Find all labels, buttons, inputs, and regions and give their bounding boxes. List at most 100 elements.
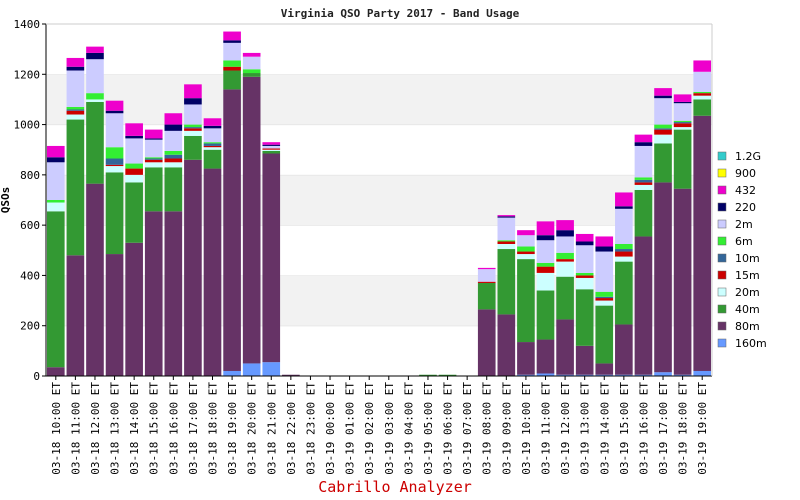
x-tick-label: 03-18 17:00 ET: [187, 382, 200, 475]
bar-segment-160m: 03-19 18:00 ET 160m: 5: [673, 374, 692, 376]
bar-segment-40m: 03-18 15:00 ET 40m: 175: [144, 167, 163, 212]
bar-segment-6m: 03-19 09:00 ET 6m: 5: [497, 240, 516, 242]
x-tick-label: 03-19 12:00 ET: [559, 382, 572, 475]
x-tick-label: 03-19 16:00 ET: [637, 382, 650, 475]
bar-segment-2m: 03-18 18:00 ET 2m: 55: [203, 128, 222, 143]
x-tick-label: 03-18 11:00 ET: [69, 382, 82, 475]
bar-segment-2m: 03-18 21:00 ET 2m: 10: [262, 145, 281, 149]
legend-label: 220: [735, 201, 756, 214]
bar-segment-160m: 03-19 15:00 ET 160m: 5: [615, 374, 633, 376]
bar-segment-40m: 03-18 14:00 ET 40m: 240: [125, 182, 143, 243]
bar-segment-2m: 03-18 20:00 ET 2m: 50: [242, 56, 261, 70]
bar-segment-80m: 03-18 10:00 ET 80m: 35: [46, 367, 65, 376]
bar-segment-20m: 03-19 18:00 ET 20m: 10: [673, 127, 692, 130]
bar-segment-2m: 03-19 13:00 ET 2m: 110: [575, 245, 594, 273]
bar-segment-220: 03-18 10:00 ET 220: 20: [46, 157, 65, 163]
x-tick-label: 03-18 21:00 ET: [265, 382, 278, 475]
bar-segment-432: 03-19 11:00 ET 432: 55: [536, 221, 555, 236]
bar-segment-10m: 03-18 16:00 ET 10m: 15: [164, 154, 183, 159]
bar-segment-432: 03-19 15:00 ET 432: 55: [615, 192, 633, 207]
bar-segment-20m: 03-19 17:00 ET 20m: 35: [654, 134, 672, 144]
bar-segment-2m: 03-19 09:00 ET 2m: 90: [497, 217, 516, 241]
legend-label: 80m: [735, 320, 760, 333]
bar-segment-2m: 03-19 11:00 ET 2m: 90: [536, 240, 555, 263]
bar-segment-220: 03-18 13:00 ET 220: 10: [105, 110, 124, 114]
bar-segment-160m: 03-19 19:00 ET 160m: 20: [693, 370, 712, 376]
bar-segment-160m: 03-18 19:00 ET 160m: 20: [223, 370, 241, 376]
bar-segment-10m: 03-18 17:00 ET 10m: 5: [184, 127, 202, 129]
bar-segment-20m: 03-18 17:00 ET 20m: 20: [184, 130, 202, 136]
bar-segment-40m: 03-19 14:00 ET 40m: 230: [595, 305, 614, 364]
bar-segment-15m: 03-18 15:00 ET 15m: 10: [144, 159, 163, 163]
legend-label: 40m: [735, 303, 760, 316]
y-tick-label: 1200: [14, 68, 41, 81]
x-tick-label: 03-19 02:00 ET: [363, 382, 376, 475]
bar-segment-80m: 03-18 14:00 ET 80m: 530: [125, 242, 143, 376]
bar-segment-6m: 03-19 15:00 ET 6m: 20: [615, 244, 633, 250]
bar-segment-20m: 03-19 12:00 ET 20m: 60: [556, 261, 574, 277]
bar-segment-160m: 03-19 10:00 ET 160m: 5: [517, 374, 535, 376]
bar-segment-2m: 03-19 12:00 ET 2m: 65: [556, 236, 574, 253]
bar-segment-15m: 03-18 18:00 ET 15m: 5: [203, 145, 222, 148]
bar-segment-432: 03-19 18:00 ET 432: 30: [673, 94, 692, 102]
x-tick-label: 03-18 14:00 ET: [128, 382, 141, 475]
bar-segment-80m: 03-19 15:00 ET 80m: 200: [615, 324, 633, 375]
bar-segment-2m: 03-18 19:00 ET 2m: 70: [223, 42, 241, 61]
bar-segment-80m: 03-18 21:00 ET 80m: 830: [262, 153, 281, 363]
bar-segment-10m: 03-19 16:00 ET 10m: 10: [634, 179, 653, 183]
bar-segment-432: 03-19 10:00 ET 432: 20: [517, 230, 535, 236]
bar-segment-20m: 03-19 19:00 ET 20m: 15: [693, 95, 712, 100]
bar-segment-220: 03-18 16:00 ET 220: 25: [164, 124, 183, 131]
bar-segment-80m: 03-18 16:00 ET 80m: 655: [164, 211, 183, 376]
x-tick-label: 03-18 10:00 ET: [50, 382, 63, 475]
bar-segment-432: 03-19 19:00 ET 432: 45: [693, 60, 712, 72]
bar-segment-15m: 03-19 12:00 ET 15m: 10: [556, 259, 574, 262]
legend-swatch: [717, 168, 727, 178]
bar-segment-6m: 03-19 18:00 ET 6m: 5: [673, 120, 692, 123]
bar-segment-432: 03-19 09:00 ET 432: 5: [497, 215, 516, 217]
bar-segment-40m: 03-18 20:00 ET 40m: 15: [242, 73, 261, 77]
bar-segment-80m: 03-19 11:00 ET 80m: 135: [536, 339, 555, 374]
bar-segment-20m: 03-19 09:00 ET 20m: 20: [497, 244, 516, 250]
bar-segment-2m: 03-19 14:00 ET 2m: 160: [595, 251, 614, 292]
bar-segment-220: 03-18 14:00 ET 220: 10: [125, 135, 143, 139]
bar-segment-40m: 03-18 18:00 ET 40m: 75: [203, 149, 222, 169]
legend-label: 20m: [735, 286, 760, 299]
x-tick-label: 03-18 12:00 ET: [89, 382, 102, 475]
bar-segment-10m: 03-19 14:00 ET 10m: 5: [595, 296, 614, 299]
bar-segment-15m: 03-19 08:00 ET 15m: 5: [477, 281, 496, 283]
legend-swatch: [717, 321, 727, 331]
bar-segment-220: 03-18 11:00 ET 220: 15: [66, 66, 85, 71]
bar-segment-220: 03-18 19:00 ET 220: 10: [223, 40, 241, 43]
bar-segment-432: 03-19 17:00 ET 432: 30: [654, 88, 672, 96]
bar-segment-160m: 03-19 12:00 ET 160m: 5: [556, 374, 574, 376]
bar-segment-80m: 03-18 17:00 ET 80m: 860: [184, 159, 202, 376]
legend-swatch: [717, 304, 727, 314]
bar-segment-80m: 03-18 11:00 ET 80m: 480: [66, 255, 85, 376]
x-tick-label: 03-19 14:00 ET: [598, 382, 611, 475]
x-tick-label: 03-19 08:00 ET: [481, 382, 494, 475]
y-tick-labels: 0 200 400 600 800 1000 1200 1400: [14, 18, 46, 383]
legend-swatch: [717, 185, 727, 195]
x-tick-label: 03-18 15:00 ET: [148, 382, 161, 475]
bar-segment-2m: 03-18 15:00 ET 2m: 70: [144, 139, 163, 158]
bar-segment-20m: 03-19 11:00 ET 20m: 70: [536, 272, 555, 291]
bar-segment-432: 03-19 12:00 ET 432: 40: [556, 220, 574, 231]
legend-swatch: [717, 287, 727, 297]
bar-segment-6m: 03-19 19:00 ET 6m: 5: [693, 91, 712, 94]
bar-segment-40m: 03-19 12:00 ET 40m: 170: [556, 276, 574, 320]
bar-segment-15m: 03-19 14:00 ET 15m: 10: [595, 298, 614, 301]
x-tick-label: 03-19 04:00 ET: [402, 382, 415, 475]
bar-segment-15m: 03-18 16:00 ET 15m: 15: [164, 158, 183, 163]
x-tick-label: 03-19 01:00 ET: [344, 382, 357, 475]
bar-segment-6m: 03-19 12:00 ET 6m: 25: [556, 252, 574, 260]
bar-segment-15m: 03-19 17:00 ET 15m: 20: [654, 129, 672, 135]
bar-segment-432: 03-18 17:00 ET 432: 55: [184, 84, 202, 99]
bar-segment-80m: 03-19 09:00 ET 80m: 245: [497, 314, 516, 376]
bar-segment-6m: 03-18 10:00 ET 6m: 10: [46, 200, 65, 203]
bar-segment-10m: 03-18 13:00 ET 10m: 25: [105, 158, 124, 165]
x-tick-label: 03-18 16:00 ET: [167, 382, 180, 475]
bar-segment-20m: 03-18 18:00 ET 20m: 10: [203, 147, 222, 150]
bar-segment-2m: 03-19 17:00 ET 2m: 105: [654, 98, 672, 125]
bar-segment-20m: 03-19 13:00 ET 20m: 45: [575, 277, 594, 290]
